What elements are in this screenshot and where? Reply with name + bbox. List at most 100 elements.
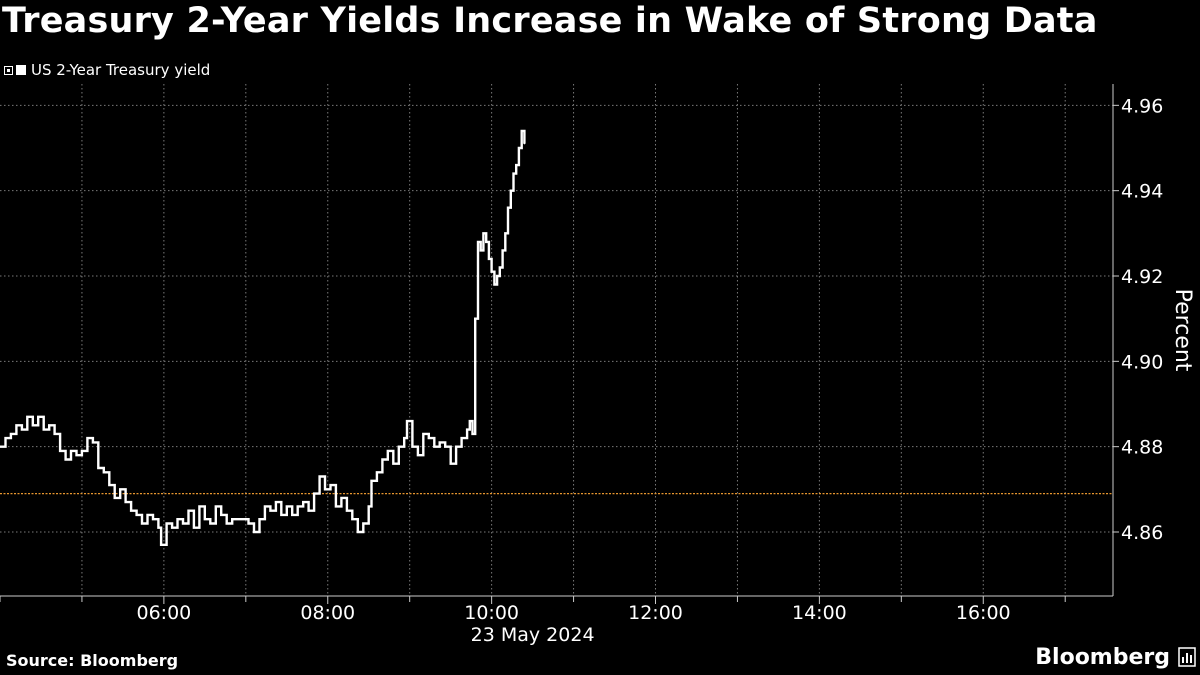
data-point — [510, 190, 512, 192]
data-point — [275, 501, 277, 503]
data-point — [368, 505, 370, 507]
data-point — [422, 433, 424, 435]
x-tick-label: 08:00 — [300, 602, 355, 624]
data-point — [92, 441, 94, 443]
data-point — [381, 458, 383, 461]
axes — [0, 84, 1119, 604]
data-point — [157, 527, 160, 529]
data-point — [324, 488, 326, 490]
data-point — [362, 522, 364, 525]
data-point — [75, 454, 78, 456]
x-tick-label: 16:00 — [956, 602, 1011, 624]
data-point — [193, 527, 195, 529]
y-axis-title: Percent — [1170, 289, 1195, 372]
data-point — [125, 501, 127, 503]
series-line — [0, 129, 526, 546]
data-point — [108, 484, 110, 486]
data-point — [37, 416, 39, 418]
data-point — [302, 501, 304, 503]
data-point — [392, 463, 394, 465]
legend-label: US 2-Year Treasury yield — [31, 61, 211, 79]
data-point — [21, 429, 23, 431]
data-point — [204, 518, 206, 520]
data-point — [376, 471, 378, 473]
gridlines — [0, 84, 1113, 596]
y-tick-label: 4.90 — [1121, 351, 1163, 373]
x-tick-label: 06:00 — [136, 602, 191, 624]
data-point — [10, 433, 12, 435]
x-date-label: 23 May 2024 — [471, 624, 595, 646]
data-point — [187, 510, 190, 512]
data-point — [460, 437, 463, 439]
data-point — [370, 480, 373, 482]
data-point — [482, 232, 485, 234]
data-point — [499, 266, 501, 269]
data-point — [253, 531, 255, 533]
data-point — [32, 424, 34, 426]
data-point — [166, 522, 168, 525]
data-point — [4, 437, 7, 439]
data-point — [247, 522, 250, 525]
data-point — [97, 467, 99, 469]
y-tick-label: 4.96 — [1121, 95, 1163, 117]
data-point — [237, 518, 239, 520]
data-point — [198, 505, 200, 507]
data-point — [450, 463, 452, 465]
data-point — [351, 518, 353, 520]
data-point — [444, 446, 446, 448]
data-point — [114, 497, 116, 499]
data-point — [518, 147, 520, 149]
data-point — [340, 497, 343, 499]
data-point — [387, 450, 389, 452]
data-point — [242, 518, 244, 520]
data-point — [48, 424, 50, 426]
data-point — [231, 518, 233, 520]
data-point — [130, 510, 132, 512]
series-group — [0, 129, 526, 546]
data-point — [512, 173, 515, 175]
data-point — [313, 493, 315, 495]
data-point — [411, 446, 414, 448]
x-tick-label: 12:00 — [628, 602, 683, 624]
data-point — [493, 283, 495, 286]
data-point — [417, 454, 419, 456]
data-point — [439, 441, 441, 443]
data-point — [26, 416, 28, 418]
data-point — [291, 514, 293, 516]
data-point — [226, 522, 228, 525]
data-point — [43, 429, 45, 431]
data-point — [469, 420, 471, 422]
data-point — [504, 232, 506, 234]
data-point — [335, 505, 337, 507]
data-point — [496, 275, 498, 277]
y-tick-label: 4.88 — [1121, 437, 1163, 459]
data-point — [176, 518, 179, 520]
x-tick-label: 14:00 — [792, 602, 847, 624]
data-point — [135, 514, 138, 516]
data-point — [141, 522, 143, 525]
data-point — [455, 446, 457, 448]
data-point — [318, 475, 321, 478]
bloomberg-terminal-icon — [1178, 647, 1196, 667]
data-point — [477, 241, 479, 243]
data-point — [357, 531, 359, 533]
data-point — [152, 518, 154, 520]
data-point — [215, 505, 217, 507]
y-tick-label: 4.94 — [1121, 181, 1163, 203]
data-point — [398, 446, 400, 448]
data-point — [59, 450, 61, 452]
data-point — [171, 527, 173, 529]
y-tick-label: 4.86 — [1121, 522, 1163, 544]
data-point — [488, 258, 490, 260]
data-point — [433, 446, 435, 448]
data-point — [86, 437, 89, 439]
bloomberg-logo: Bloomberg — [1035, 645, 1170, 670]
data-point — [346, 510, 348, 512]
data-point — [297, 505, 299, 507]
data-point — [0, 446, 1, 448]
data-point — [70, 450, 72, 452]
data-point — [209, 522, 211, 525]
data-point — [160, 544, 162, 546]
source-note: Source: Bloomberg — [6, 651, 179, 670]
